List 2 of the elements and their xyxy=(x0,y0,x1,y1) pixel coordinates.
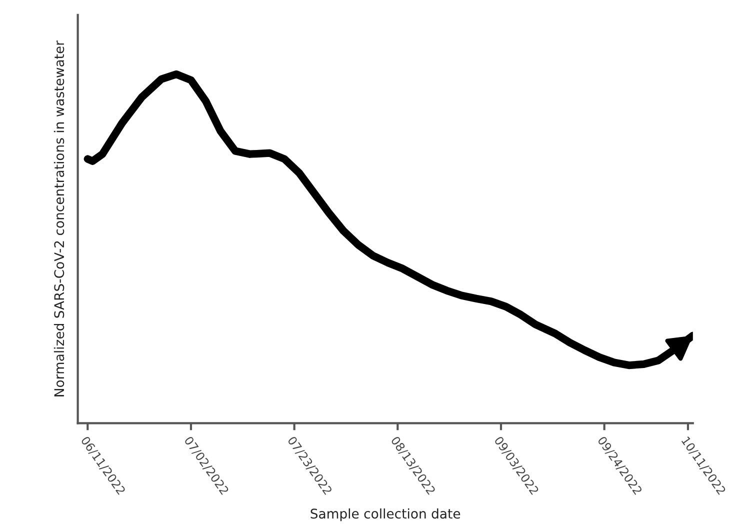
y-axis-title: Normalized SARS-CoV-2 concentrations in wastewater xyxy=(54,40,64,396)
x-axis-title: Sample collection date xyxy=(310,508,460,522)
